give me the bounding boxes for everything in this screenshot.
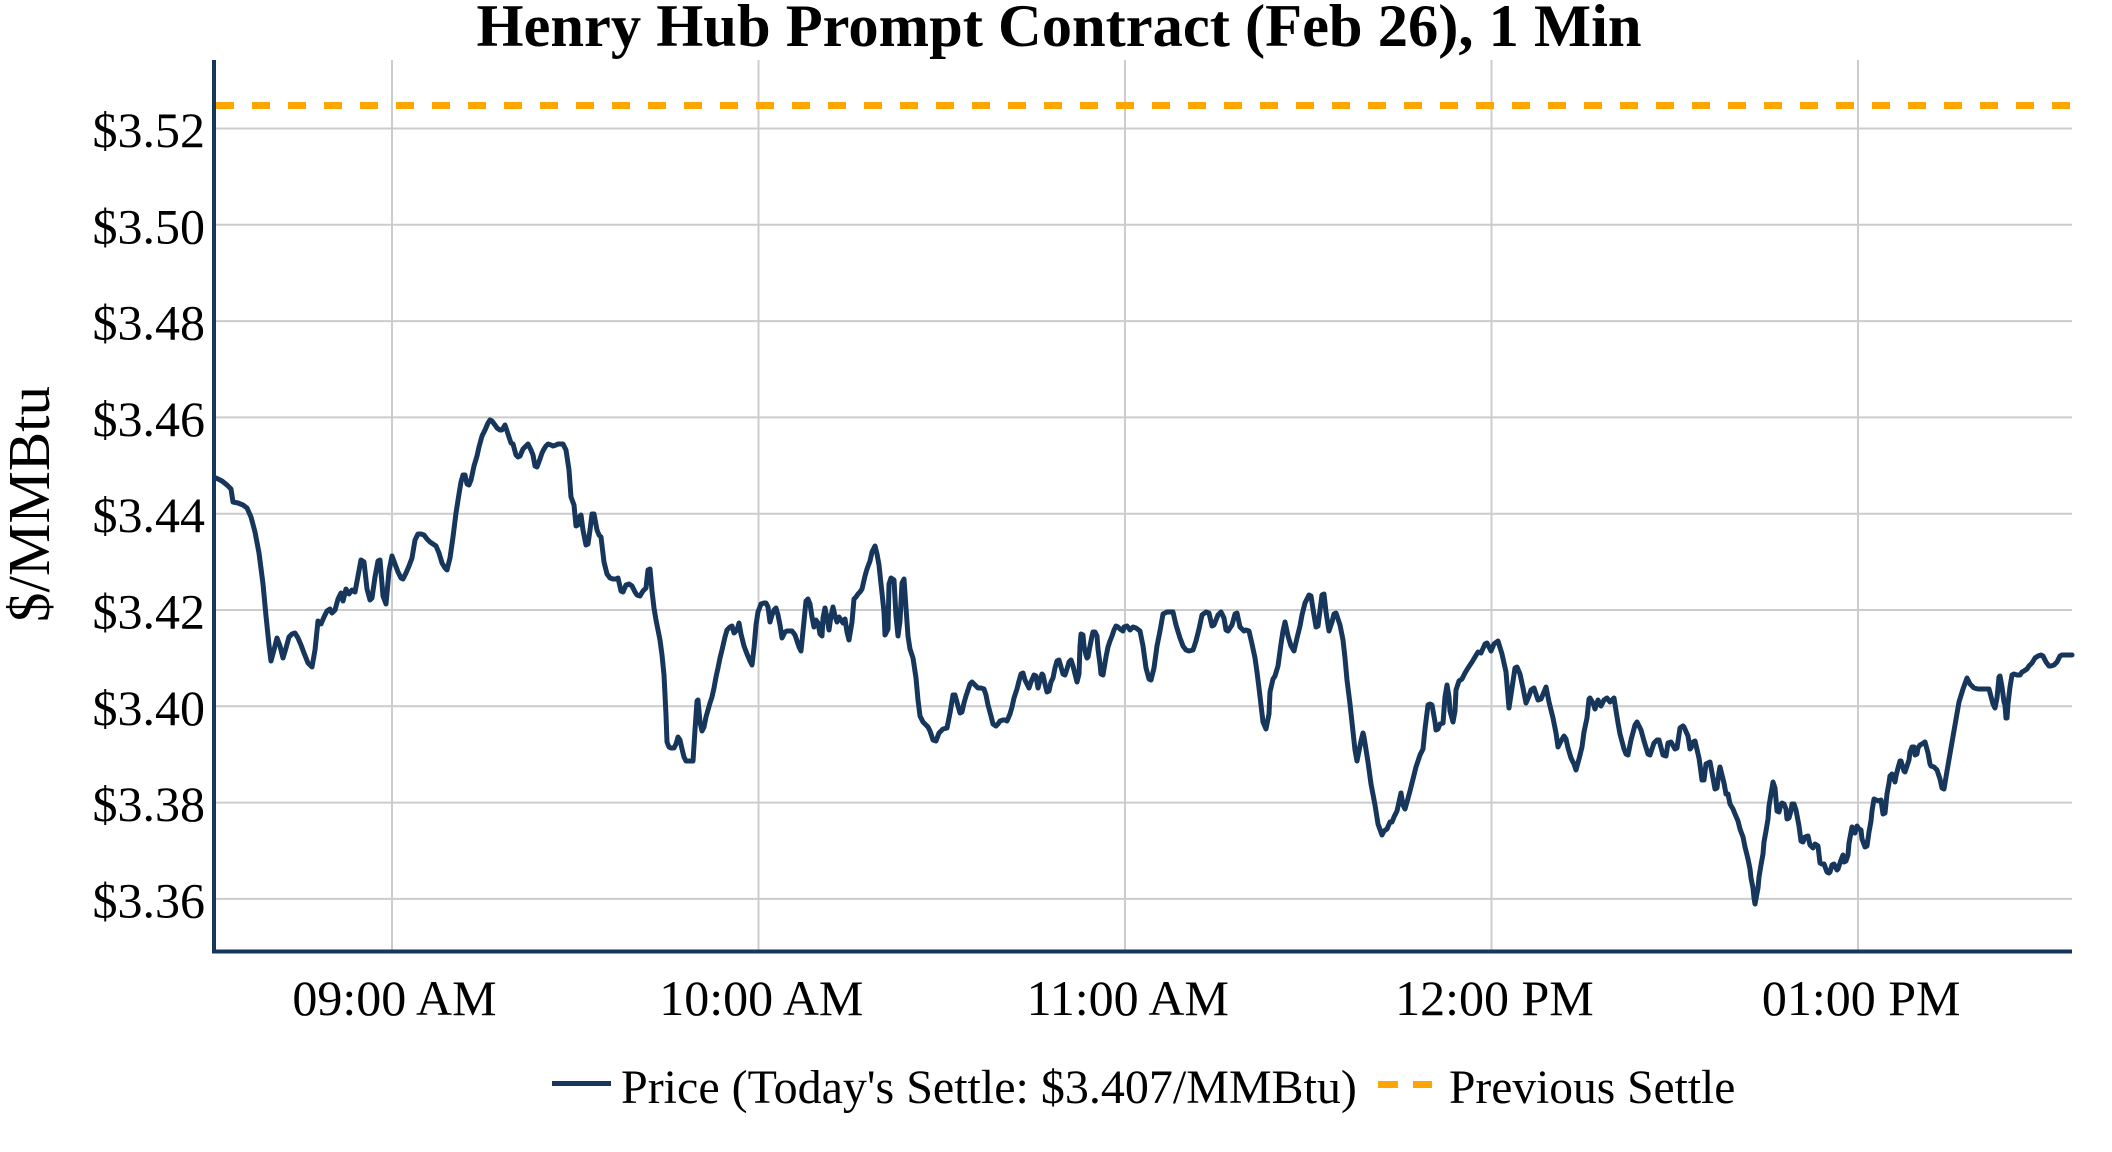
svg-text:$3.36: $3.36 [93,872,206,928]
svg-text:12:00 PM: 12:00 PM [1395,970,1594,1026]
svg-text:$3.38: $3.38 [93,776,206,832]
svg-text:Previous Settle: Previous Settle [1449,1062,1735,1114]
svg-text:$3.48: $3.48 [93,295,206,351]
svg-text:$3.52: $3.52 [93,102,206,158]
svg-text:09:00 AM: 09:00 AM [292,970,496,1026]
svg-text:10:00 AM: 10:00 AM [659,970,863,1026]
svg-text:11:00 AM: 11:00 AM [1027,970,1229,1026]
svg-text:$3.50: $3.50 [93,198,206,254]
svg-text:Price (Today's Settle: $3.407/: Price (Today's Settle: $3.407/MMBtu) [621,1061,1357,1114]
svg-text:$3.42: $3.42 [93,584,206,640]
svg-text:$3.44: $3.44 [93,487,206,543]
svg-text:$/MMBtu: $/MMBtu [0,386,62,622]
svg-text:$3.46: $3.46 [93,391,206,447]
svg-text:Henry Hub Prompt Contract (Feb: Henry Hub Prompt Contract (Feb 26), 1 Mi… [476,0,1641,60]
svg-text:01:00 PM: 01:00 PM [1762,970,1961,1026]
svg-text:$3.40: $3.40 [93,680,206,736]
